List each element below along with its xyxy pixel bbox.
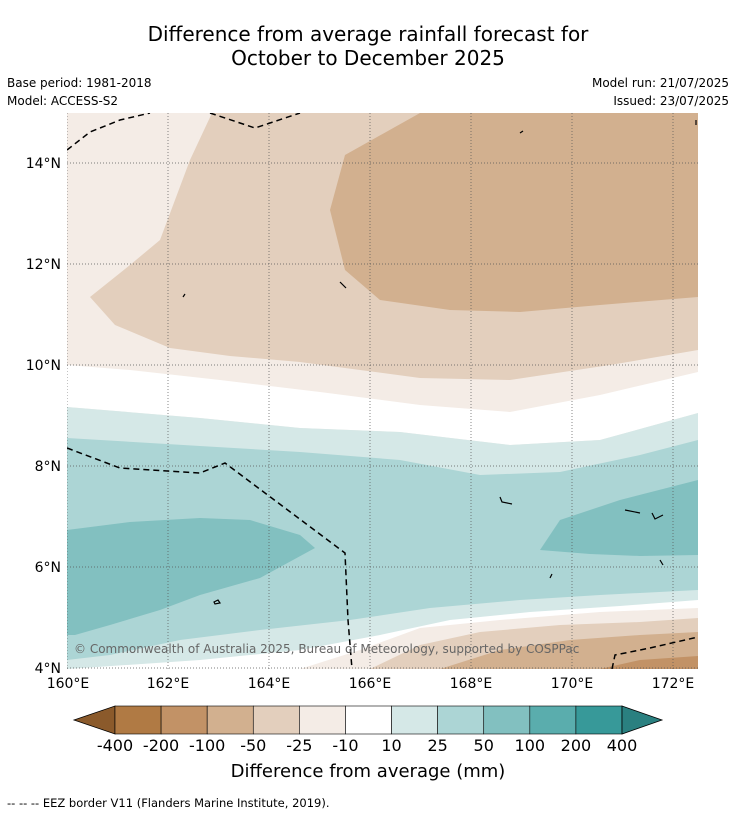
colorbar-tick-label: -10: [332, 736, 359, 755]
title-line-2: October to December 2025: [231, 46, 505, 70]
colorbar-tick-label: 10: [381, 736, 402, 755]
lon-axis: 160°E 162°E 164°E 166°E 168°E 170°E 172°…: [47, 676, 695, 692]
meta-left: Base period: 1981-2018 Model: ACCESS-S2: [7, 74, 152, 110]
lat-label: 4°N: [35, 661, 61, 677]
lat-label: 8°N: [35, 459, 61, 475]
lon-label: 164°E: [248, 676, 291, 692]
colorbar-tick-label: -100: [189, 736, 226, 755]
lon-label: 168°E: [450, 676, 493, 692]
colorbar-swatch: [529, 705, 577, 735]
colorbar-tick-label: -25: [286, 736, 313, 755]
colorbar-swatch: [299, 705, 346, 735]
colorbar-tick-label: -50: [240, 736, 267, 755]
lon-label: 162°E: [147, 676, 190, 692]
model-run: Model run: 21/07/2025: [591, 76, 729, 90]
colorbar-swatch: [345, 705, 392, 735]
lon-label: 170°E: [551, 676, 594, 692]
eez-borders: [67, 113, 698, 669]
colorbar-swatch: [252, 705, 300, 735]
band-neutral: [67, 365, 698, 445]
lat-label: 6°N: [35, 560, 61, 576]
lon-label: 172°E: [652, 676, 695, 692]
lon-label: 166°E: [349, 676, 392, 692]
colorbar-swatch: [391, 705, 438, 735]
lat-label: 14°N: [26, 156, 61, 172]
lon-label: 160°E: [47, 676, 90, 692]
colorbar-tick-label: 100: [514, 736, 546, 755]
lat-label: 10°N: [26, 358, 61, 374]
meta-right: Model run: 21/07/2025 Issued: 23/07/2025: [592, 74, 729, 110]
base-period: Base period: 1981-2018: [7, 76, 152, 90]
copyright-text: © Commonwealth of Australia 2025, Bureau…: [74, 642, 579, 656]
colorbar-tick-label: 200: [560, 736, 592, 755]
colorbar-swatch: [114, 705, 162, 735]
colorbar-swatch: [437, 705, 485, 735]
band-bottom-minus-50: [440, 632, 698, 669]
colorbar-title: Difference from average (mm): [230, 761, 506, 782]
chart-title: Difference from average rainfall forecas…: [0, 22, 736, 70]
map-area: © Commonwealth of Australia 2025, Bureau…: [67, 113, 698, 669]
band-plus-25: [67, 438, 698, 660]
band-minus-100: [330, 113, 698, 312]
footnote: -- -- -- EEZ border V11 (Flanders Marine…: [7, 796, 330, 810]
lat-label: 12°N: [26, 257, 61, 273]
colorbar-extend-high: [621, 705, 664, 735]
map-gridlines: [67, 113, 698, 669]
islands: [182, 120, 697, 605]
colorbar-tick-label: 50: [473, 736, 494, 755]
colorbar-extend-low: [72, 705, 116, 735]
colorbar-swatch: [483, 705, 531, 735]
band-bottom-minus-100: [600, 656, 698, 669]
colorbar-swatch: [160, 705, 208, 735]
colorbar-tick-label: 400: [606, 736, 638, 755]
colorbar-tick-label: -200: [142, 736, 180, 755]
colorbar-tick-label: -400: [96, 736, 134, 755]
title-line-1: Difference from average rainfall forecas…: [147, 22, 589, 46]
blob-left-plus-50: [67, 518, 315, 635]
issued-date: Issued: 23/07/2025: [613, 94, 729, 108]
blob-right-plus-50: [540, 480, 698, 556]
colorbar-swatch: [575, 705, 623, 735]
colorbar-tick-label: 25: [427, 736, 448, 755]
lat-axis: 14°N 12°N 10°N 8°N 6°N 4°N: [26, 156, 61, 677]
colorbar: [72, 705, 664, 735]
model-name: Model: ACCESS-S2: [7, 94, 119, 108]
colorbar-swatch: [206, 705, 254, 735]
